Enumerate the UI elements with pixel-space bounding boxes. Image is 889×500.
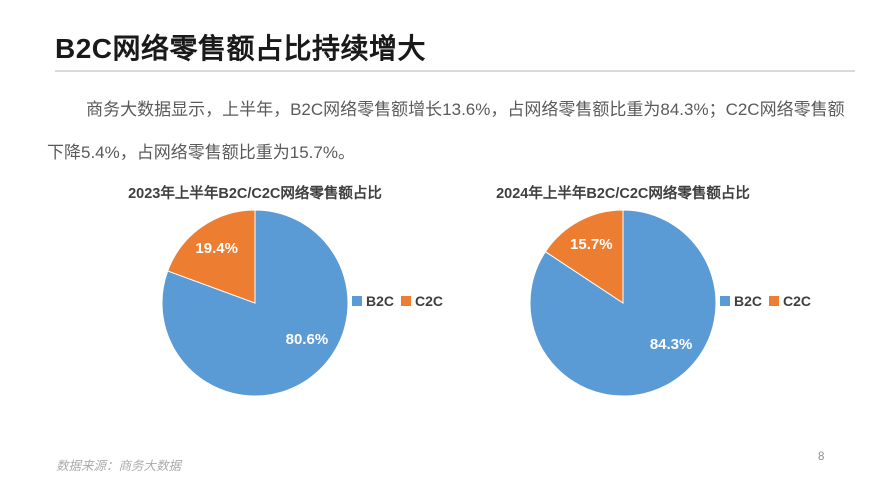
pie-chart-2024: 2024年上半年B2C/C2C网络零售额占比 84.3% 15.7% B2C C2… <box>486 174 831 436</box>
b2c-swatch-icon <box>720 296 730 306</box>
source-note: 数据来源：商务大数据 <box>56 459 182 473</box>
legend-label-c2c: C2C <box>415 293 444 309</box>
c2c-swatch-icon <box>401 296 412 306</box>
data-label-c2c: 19.4% <box>195 240 238 257</box>
legend-item-c2c: C2C <box>769 293 811 309</box>
legend-2024: B2C C2C <box>720 293 811 309</box>
title-divider <box>55 70 855 72</box>
body-paragraph: 商务大数据显示，上半年，B2C网络零售额增长13.6%，占网络零售额比重为84.… <box>47 100 845 162</box>
page-number: 8 <box>818 451 825 463</box>
legend-item-b2c: B2C <box>720 293 762 309</box>
legend-item-b2c: B2C <box>352 293 394 309</box>
legend-label-c2c: C2C <box>783 293 812 309</box>
c2c-swatch-icon <box>769 296 780 306</box>
pie-slice-b2c <box>161 209 349 397</box>
legend-2023: B2C C2C <box>352 293 443 309</box>
data-label-c2c: 15.7% <box>570 236 613 253</box>
pie-chart-2023: 2023年上半年B2C/C2C网络零售额占比 80.6% 19.4% B2C C2… <box>118 174 463 436</box>
legend-label-b2c: B2C <box>734 293 763 309</box>
data-label-b2c: 80.6% <box>286 331 329 348</box>
pie-slice-c2c <box>167 209 256 304</box>
pie-2023: 80.6% 19.4% <box>161 209 349 397</box>
legend-label-b2c: B2C <box>366 293 395 309</box>
pie-2024: 84.3% 15.7% <box>529 209 717 397</box>
b2c-swatch-icon <box>352 296 362 306</box>
data-label-b2c: 84.3% <box>650 336 693 353</box>
chart-title-2023: 2023年上半年B2C/C2C网络零售额占比 <box>128 186 382 202</box>
pie-slice-c2c <box>544 209 624 304</box>
chart-title-2024: 2024年上半年B2C/C2C网络零售额占比 <box>496 186 750 202</box>
page-title: B2C网络零售额占比持续增大 <box>55 33 427 64</box>
legend-item-c2c: C2C <box>401 293 443 309</box>
